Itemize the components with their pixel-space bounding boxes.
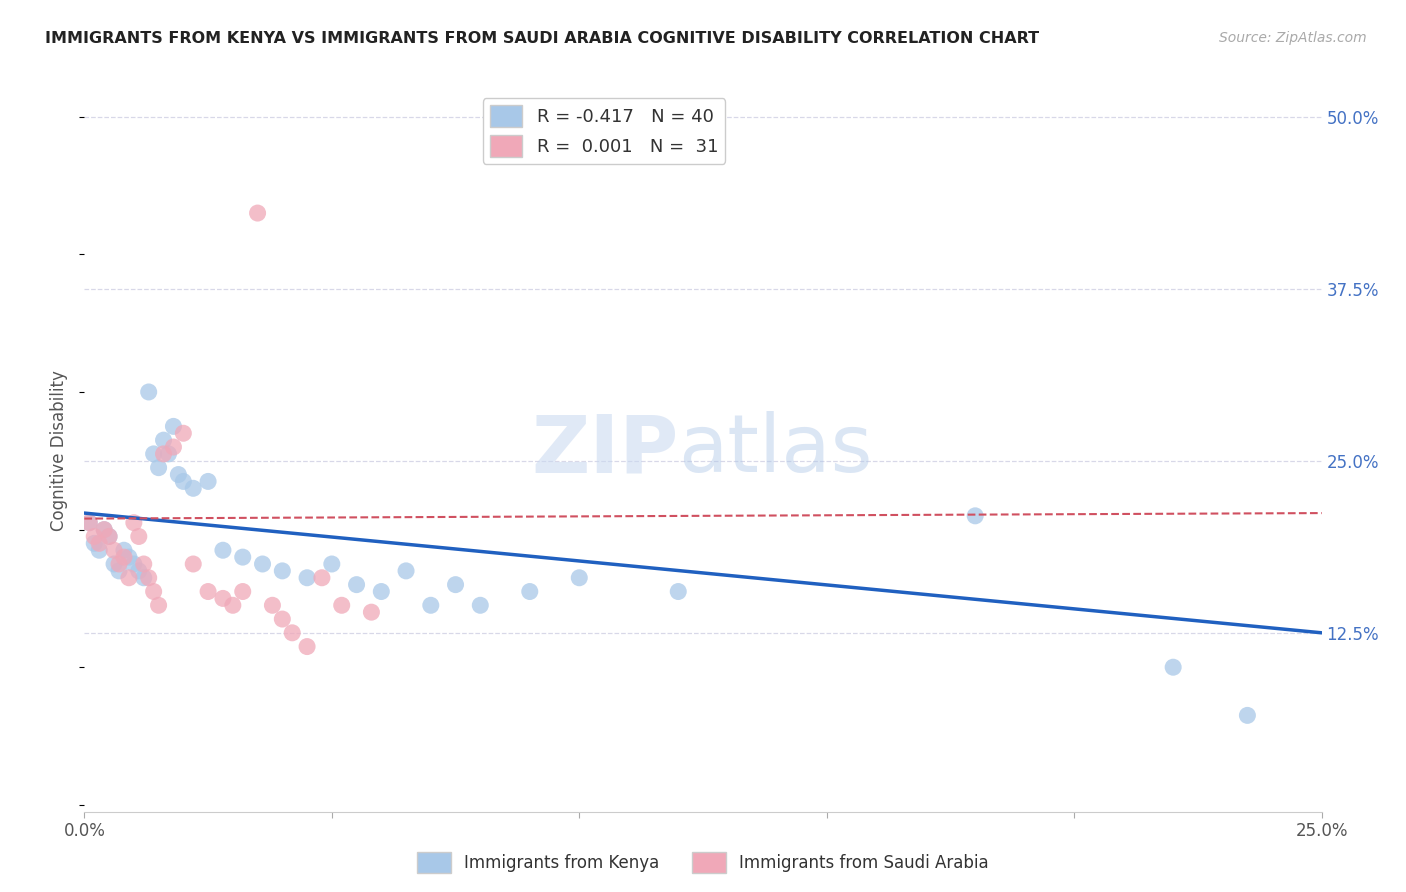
Point (965, 508, 987, 523)
Point (262, 599, 284, 613)
Point (1161, 660, 1184, 674)
Point (132, 557, 155, 571)
Point (162, 419, 184, 434)
Point (321, 557, 343, 571)
Point (98, 529, 121, 543)
Point (93, 523, 115, 537)
Text: Source: ZipAtlas.com: Source: ZipAtlas.com (1219, 31, 1367, 45)
Point (157, 447, 180, 461)
Point (1236, 708, 1258, 723)
Point (122, 516, 145, 530)
Point (79, 516, 101, 530)
Point (271, 564, 294, 578)
Text: ZIP: ZIP (531, 411, 678, 490)
Point (98, 529, 121, 543)
Point (108, 564, 131, 578)
Point (181, 481, 204, 495)
Text: IMMIGRANTS FROM KENYA VS IMMIGRANTS FROM SAUDI ARABIA COGNITIVE DISABILITY CORRE: IMMIGRANTS FROM KENYA VS IMMIGRANTS FROM… (45, 31, 1039, 46)
Point (162, 440, 184, 454)
Point (395, 564, 418, 578)
Point (148, 460, 170, 475)
Point (197, 475, 219, 489)
Point (370, 584, 392, 599)
Point (93, 523, 115, 537)
Point (79, 516, 101, 530)
Point (666, 584, 689, 599)
Point (118, 550, 141, 565)
Point (122, 557, 145, 571)
Point (222, 599, 245, 613)
Legend: Immigrants from Kenya, Immigrants from Saudi Arabia: Immigrants from Kenya, Immigrants from S… (411, 846, 995, 880)
Point (132, 571, 155, 585)
Point (470, 599, 492, 613)
Point (112, 543, 135, 558)
Point (232, 550, 254, 565)
Text: atlas: atlas (678, 411, 873, 490)
Point (252, 557, 274, 571)
Point (232, 584, 254, 599)
Point (519, 584, 541, 599)
Point (112, 550, 135, 565)
Point (167, 467, 190, 482)
Point (197, 584, 219, 599)
Point (419, 599, 441, 613)
Point (128, 564, 150, 578)
Legend: R = -0.417   N = 40, R =  0.001   N =  31: R = -0.417 N = 40, R = 0.001 N = 31 (482, 98, 725, 164)
Point (128, 529, 150, 543)
Point (212, 543, 235, 558)
Point (172, 426, 194, 441)
Point (346, 577, 368, 591)
Point (330, 599, 353, 613)
Point (152, 447, 174, 461)
Point (246, 206, 269, 220)
Point (103, 557, 125, 571)
Point (172, 475, 194, 489)
Point (311, 571, 333, 585)
Point (281, 625, 304, 640)
Point (181, 557, 204, 571)
Point (108, 557, 131, 571)
Point (138, 571, 160, 585)
Point (89, 536, 111, 550)
Point (444, 577, 467, 591)
Point (360, 605, 382, 619)
Point (83, 536, 105, 550)
Point (148, 599, 170, 613)
Point (142, 447, 165, 461)
Point (212, 591, 235, 606)
Point (118, 571, 141, 585)
Point (295, 640, 318, 654)
Point (295, 571, 318, 585)
Y-axis label: Cognitive Disability: Cognitive Disability (51, 370, 69, 531)
Point (152, 433, 174, 447)
Point (142, 584, 165, 599)
Point (103, 543, 125, 558)
Point (83, 529, 105, 543)
Point (271, 612, 294, 626)
Point (138, 384, 160, 399)
Point (89, 543, 111, 558)
Point (568, 571, 591, 585)
